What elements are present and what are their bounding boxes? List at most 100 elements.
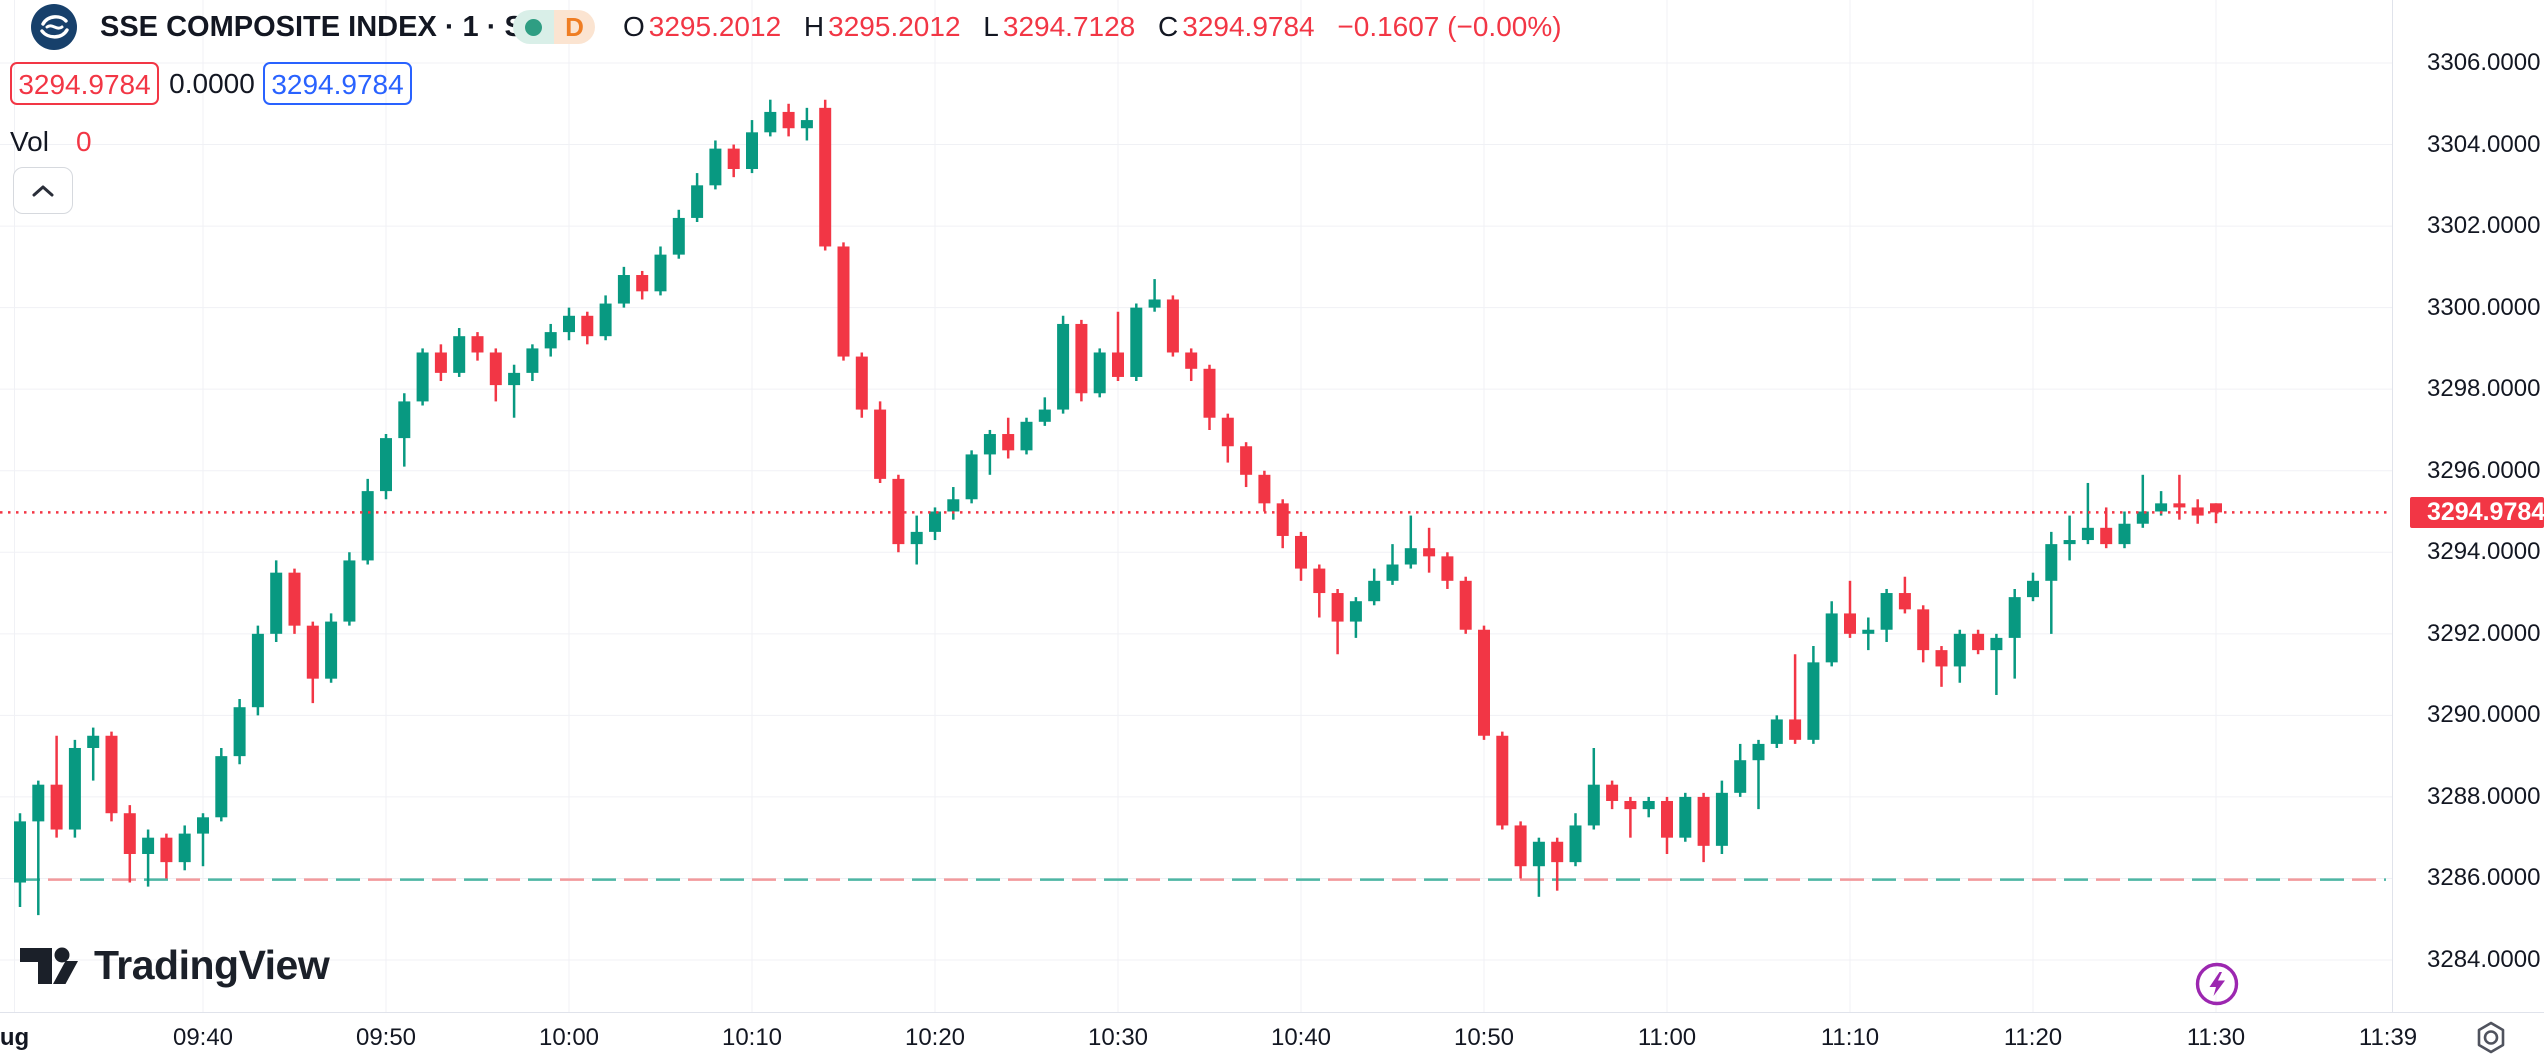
candle-body [2136, 511, 2149, 524]
candle-body [1148, 299, 1161, 308]
high-label: H [803, 11, 825, 42]
delayed-data-badge: D [554, 10, 595, 44]
time-axis[interactable]: ug 09:40 09:50 10:00 10:10 10:20 10:30 10:40 10:… [0, 1012, 2544, 1062]
candle-body [1770, 719, 1783, 744]
price-axis-label: 3304.0000 [2427, 130, 2541, 158]
candle-body [68, 747, 81, 830]
low-price-box[interactable]: 3294.9784 [10, 62, 159, 105]
candle-body [416, 352, 429, 402]
candle-body [1441, 556, 1454, 581]
candle-body [1514, 825, 1527, 867]
tradingview-wordmark: TradingView [94, 941, 330, 988]
candle-body [288, 572, 301, 626]
volume-label: Vol [10, 126, 49, 157]
candle-body [1002, 434, 1015, 451]
market-status-pill[interactable]: D [513, 10, 595, 44]
candle-body [544, 332, 557, 349]
candle-body [1679, 796, 1692, 838]
candle-body [1697, 796, 1710, 846]
candle-body [947, 499, 960, 512]
price-axis-label: 3298.0000 [2427, 375, 2541, 403]
candle-body [1569, 825, 1582, 863]
price-axis[interactable]: 3306.0000 3304.0000 3302.0000 3300.0000 3298… [2392, 0, 2544, 1012]
time-axis-label: 09:40 [172, 1024, 234, 1051]
market-open-status [513, 10, 554, 44]
candle-body [197, 817, 209, 834]
high-value: 3295.2012 [828, 11, 961, 42]
candle-body [1093, 352, 1106, 394]
candle-body [2155, 503, 2168, 512]
time-axis-label: 11:00 [1637, 1024, 1697, 1051]
candle-body [1020, 421, 1033, 451]
axis-settings-gear-icon[interactable] [2472, 1019, 2510, 1057]
candle-body [160, 837, 173, 863]
last-price-tag: 3294.9784 [2410, 496, 2544, 528]
candle-body [1478, 629, 1490, 736]
candle-body [1112, 352, 1124, 377]
market-open-dot-icon [525, 18, 542, 36]
candle-body [1990, 637, 2003, 651]
candle-body [563, 315, 575, 333]
low-value: 3294.7128 [1002, 11, 1136, 42]
candle-body [306, 625, 319, 679]
candle-body [1130, 307, 1143, 377]
candle-body [965, 454, 978, 500]
sse-exchange-logo-icon [31, 4, 77, 50]
candle-body [1624, 800, 1637, 810]
tradingview-watermark[interactable]: TradingView [20, 936, 330, 994]
collapse-legend-button[interactable] [13, 167, 73, 214]
candle-body [343, 560, 356, 622]
candle-body [1404, 548, 1417, 565]
candle-body [453, 336, 466, 373]
candle-body [1368, 580, 1381, 602]
price-axis-label: 3284.0000 [2427, 946, 2541, 973]
time-axis-label: 11:20 [2003, 1024, 2063, 1051]
candle-body [1880, 593, 1893, 630]
candle-body [2118, 523, 2131, 545]
candle-body [2210, 503, 2222, 513]
candle-body [1862, 629, 1875, 634]
candle-body [2027, 580, 2039, 598]
candle-body [599, 303, 612, 337]
candle-body [215, 756, 228, 818]
price-axis-label: 3306.0000 [2427, 49, 2541, 76]
chevron-up-icon [32, 185, 54, 196]
candle-body [1551, 841, 1564, 863]
volume-readout: Vol 0 [10, 124, 92, 160]
candle-body [508, 372, 521, 386]
candle-body [325, 621, 338, 679]
candle-body [929, 511, 941, 532]
candle-body [2081, 527, 2094, 541]
candle-body [2100, 527, 2113, 545]
candle-body [672, 217, 685, 255]
candle-body [1203, 368, 1216, 418]
candle-body [1734, 760, 1747, 793]
candle-body [1313, 568, 1326, 594]
candle-body [1825, 613, 1838, 663]
candle-body [727, 148, 740, 170]
close-label: C [1158, 11, 1179, 42]
candle-body [87, 735, 100, 748]
candle-body [874, 409, 887, 479]
candle-body [380, 438, 392, 492]
candle-body [434, 352, 447, 373]
candle-body [1075, 323, 1088, 394]
candle-body [910, 531, 923, 545]
candle-body [617, 275, 630, 304]
candle-body [123, 813, 136, 854]
time-axis-label: 10:10 [721, 1024, 783, 1051]
instant-trading-lightning-icon[interactable] [2194, 961, 2240, 1007]
candle-body [1807, 662, 1820, 740]
candle-body [489, 352, 502, 386]
candle-body [398, 401, 411, 439]
time-axis-label: 11:10 [1820, 1024, 1880, 1051]
high-price-box[interactable]: 3294.9784 [263, 62, 412, 105]
candle-body [709, 148, 722, 186]
symbol-title[interactable]: SSE COMPOSITE INDEX · 1 · SSE [100, 11, 563, 43]
time-axis-label: 10:30 [1087, 1024, 1149, 1051]
candle-body [1496, 735, 1509, 826]
candle-body [983, 434, 996, 455]
candle-body [2008, 597, 2021, 638]
candle-body [1898, 593, 1911, 610]
